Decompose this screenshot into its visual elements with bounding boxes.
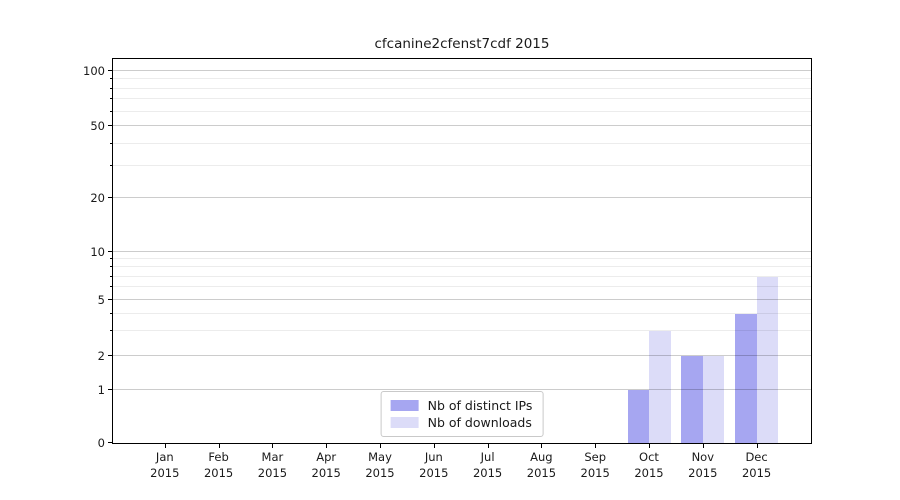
y-tick-label-20: 20 bbox=[90, 191, 105, 205]
x-tick-apr bbox=[326, 444, 328, 448]
gridline-minor-3 bbox=[113, 330, 811, 332]
gridline-minor-8 bbox=[113, 266, 811, 268]
x-tick-label-oct: Oct 2015 bbox=[634, 450, 664, 480]
x-tick-label-mar: Mar 2015 bbox=[257, 450, 288, 480]
gridline-minor-40 bbox=[113, 142, 811, 144]
bar-distinct-ips-dec bbox=[735, 313, 757, 443]
y-tick-20 bbox=[108, 197, 112, 198]
x-tick-dec bbox=[756, 444, 758, 448]
x-tick-aug bbox=[541, 444, 543, 448]
legend: Nb of distinct IPs Nb of downloads bbox=[380, 391, 544, 437]
x-tick-jun bbox=[433, 444, 435, 448]
legend-label-downloads: Nb of downloads bbox=[427, 415, 532, 430]
y-tick-2 bbox=[108, 355, 112, 356]
legend-item-downloads: Nb of downloads bbox=[390, 414, 533, 431]
bar-downloads-dec bbox=[756, 276, 779, 443]
y-tick-label-0: 0 bbox=[97, 436, 105, 450]
gridline-minor-4 bbox=[113, 312, 811, 314]
y-tick-label-100: 100 bbox=[83, 64, 105, 78]
gridline-major-20 bbox=[113, 197, 811, 198]
gridline-minor-6 bbox=[113, 286, 811, 288]
x-tick-nov bbox=[702, 444, 704, 448]
gridline-minor-70 bbox=[113, 98, 811, 100]
x-tick-may bbox=[380, 444, 381, 448]
bar-downloads-nov bbox=[702, 356, 725, 443]
y-tick-100 bbox=[108, 70, 112, 71]
y-tick-label-50: 50 bbox=[90, 119, 105, 133]
x-tick-oct bbox=[649, 444, 650, 448]
y-minor-tick-90 bbox=[109, 78, 112, 80]
y-minor-tick-7 bbox=[109, 275, 112, 277]
x-tick-label-may: May 2015 bbox=[365, 450, 395, 480]
gridline-minor-30 bbox=[113, 165, 811, 167]
x-tick-label-aug: Aug 2015 bbox=[526, 450, 557, 480]
x-tick-label-jun: Jun 2015 bbox=[419, 450, 449, 480]
legend-label-distinct-ips: Nb of distinct IPs bbox=[427, 398, 533, 413]
gridline-minor-9 bbox=[113, 257, 811, 259]
x-tick-sep bbox=[595, 444, 597, 448]
gridline-major-50 bbox=[113, 125, 811, 126]
gridline-major-5 bbox=[113, 299, 811, 300]
x-tick-label-sep: Sep 2015 bbox=[580, 450, 610, 480]
x-tick-label-nov: Nov 2015 bbox=[688, 450, 718, 480]
gridline-minor-60 bbox=[113, 110, 811, 112]
x-tick-jan bbox=[164, 444, 166, 448]
gridline-minor-80 bbox=[113, 87, 811, 89]
y-tick-1 bbox=[108, 389, 112, 390]
bar-distinct-ips-nov bbox=[681, 356, 703, 443]
y-minor-tick-70 bbox=[109, 98, 112, 100]
x-tick-feb bbox=[218, 444, 220, 448]
y-minor-tick-9 bbox=[109, 257, 112, 259]
chart-title: cfcanine2cfenst7cdf 2015 bbox=[374, 36, 550, 52]
x-tick-label-dec: Dec 2015 bbox=[741, 450, 772, 480]
x-tick-label-apr: Apr 2015 bbox=[311, 450, 341, 480]
y-tick-label-10: 10 bbox=[90, 244, 105, 259]
gridline-major-100 bbox=[113, 70, 811, 71]
y-minor-tick-6 bbox=[109, 286, 112, 288]
legend-swatch-downloads bbox=[390, 417, 419, 428]
x-tick-label-jan: Jan 2015 bbox=[150, 450, 180, 480]
x-tick-jul bbox=[487, 444, 489, 448]
bar-downloads-oct bbox=[649, 331, 671, 443]
legend-swatch-distinct-ips bbox=[390, 400, 419, 411]
y-minor-tick-4 bbox=[109, 312, 112, 314]
x-tick-label-jul: Jul 2015 bbox=[472, 450, 503, 480]
x-tick-label-feb: Feb 2015 bbox=[203, 450, 234, 480]
bar-distinct-ips-oct bbox=[627, 390, 649, 443]
y-tick-10 bbox=[108, 250, 112, 252]
y-minor-tick-40 bbox=[109, 142, 112, 144]
x-tick-mar bbox=[272, 444, 274, 448]
y-minor-tick-60 bbox=[109, 110, 112, 112]
legend-item-distinct-ips: Nb of distinct IPs bbox=[390, 397, 533, 414]
y-minor-tick-30 bbox=[109, 165, 112, 167]
plot-area: Nb of distinct IPs Nb of downloads 0 1 2 5 1… bbox=[83, 58, 812, 480]
y-tick-label-1: 1 bbox=[97, 383, 105, 397]
y-minor-tick-3 bbox=[109, 330, 112, 332]
gridline-major-10 bbox=[113, 250, 811, 252]
y-tick-0 bbox=[108, 442, 112, 443]
y-tick-5 bbox=[108, 299, 112, 300]
gridline-minor-90 bbox=[113, 78, 811, 80]
y-tick-50 bbox=[108, 125, 112, 126]
y-minor-tick-80 bbox=[109, 87, 112, 89]
y-minor-tick-8 bbox=[109, 266, 112, 268]
y-tick-label-2: 2 bbox=[97, 349, 105, 363]
gridline-minor-7 bbox=[113, 275, 811, 277]
y-tick-label-5: 5 bbox=[97, 293, 105, 307]
